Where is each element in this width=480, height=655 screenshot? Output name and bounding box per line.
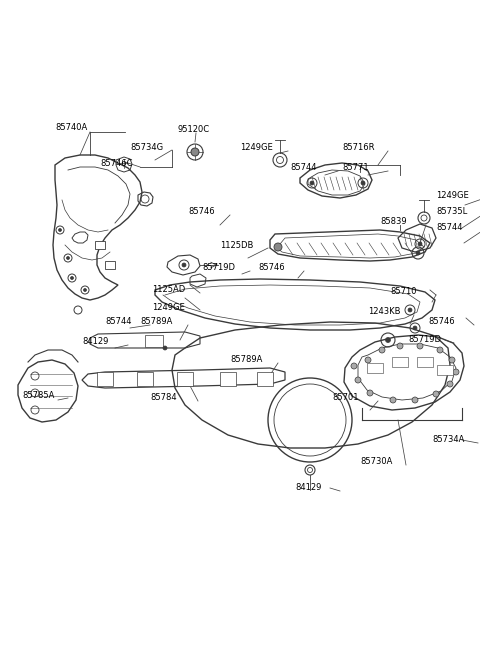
Circle shape xyxy=(59,229,61,231)
Text: 1249GE: 1249GE xyxy=(152,303,185,312)
Text: 1125AD: 1125AD xyxy=(152,286,185,295)
Text: 84129: 84129 xyxy=(295,483,322,493)
Text: 85730A: 85730A xyxy=(360,457,392,466)
Text: 1249GE: 1249GE xyxy=(436,191,469,200)
Bar xyxy=(97,372,113,386)
Text: 85740A: 85740A xyxy=(55,124,87,132)
Text: 85710: 85710 xyxy=(390,288,417,297)
Circle shape xyxy=(397,343,403,349)
Text: 85734G: 85734G xyxy=(130,143,163,151)
Text: 85789A: 85789A xyxy=(230,356,263,364)
Circle shape xyxy=(418,242,422,246)
Text: 85701: 85701 xyxy=(332,394,359,403)
Text: 85716R: 85716R xyxy=(342,143,374,153)
Text: 1249GE: 1249GE xyxy=(240,143,273,153)
Circle shape xyxy=(433,391,439,397)
Circle shape xyxy=(355,377,361,383)
Circle shape xyxy=(71,276,73,280)
Text: 85746C: 85746C xyxy=(100,159,132,168)
Circle shape xyxy=(408,308,412,312)
Bar xyxy=(95,241,105,249)
Circle shape xyxy=(361,181,365,185)
Circle shape xyxy=(412,397,418,403)
Bar xyxy=(392,357,408,367)
Circle shape xyxy=(310,181,314,185)
Bar xyxy=(367,363,383,373)
Circle shape xyxy=(417,343,423,349)
Circle shape xyxy=(191,148,199,156)
Circle shape xyxy=(351,363,357,369)
Circle shape xyxy=(416,251,420,255)
Bar xyxy=(257,372,273,386)
Circle shape xyxy=(182,263,186,267)
Text: 1243KB: 1243KB xyxy=(368,307,400,316)
Bar xyxy=(145,335,163,347)
Circle shape xyxy=(413,326,417,330)
Text: 85784: 85784 xyxy=(150,394,177,403)
Bar xyxy=(177,372,193,386)
Text: 85719D: 85719D xyxy=(202,263,235,272)
Text: 85744: 85744 xyxy=(105,318,132,326)
Circle shape xyxy=(453,369,459,375)
Text: 85785A: 85785A xyxy=(22,390,54,400)
Circle shape xyxy=(274,243,282,251)
Circle shape xyxy=(67,257,70,259)
Text: 85719D: 85719D xyxy=(408,335,441,345)
Circle shape xyxy=(163,346,167,350)
Bar xyxy=(220,372,236,386)
Circle shape xyxy=(84,288,86,291)
Text: 85746: 85746 xyxy=(428,318,455,326)
Text: 85744: 85744 xyxy=(290,164,316,172)
Bar xyxy=(137,372,153,386)
Circle shape xyxy=(390,397,396,403)
Circle shape xyxy=(447,381,453,387)
Circle shape xyxy=(365,357,371,363)
Text: 85771: 85771 xyxy=(342,164,369,172)
Bar xyxy=(417,357,433,367)
Text: 85746: 85746 xyxy=(188,208,215,217)
Bar xyxy=(105,261,115,269)
Circle shape xyxy=(379,347,385,353)
Circle shape xyxy=(367,390,373,396)
Text: 85744: 85744 xyxy=(436,223,463,233)
Text: 1125DB: 1125DB xyxy=(220,240,253,250)
Circle shape xyxy=(437,347,443,353)
Text: 85789A: 85789A xyxy=(140,318,172,326)
Circle shape xyxy=(449,357,455,363)
Text: 85734A: 85734A xyxy=(432,436,464,445)
Circle shape xyxy=(385,337,391,343)
Text: 85839: 85839 xyxy=(380,217,407,227)
Bar xyxy=(437,365,453,375)
Text: 95120C: 95120C xyxy=(178,126,210,134)
Text: 85735L: 85735L xyxy=(436,208,467,217)
Text: 84129: 84129 xyxy=(82,337,108,346)
Text: 85746: 85746 xyxy=(258,263,285,272)
